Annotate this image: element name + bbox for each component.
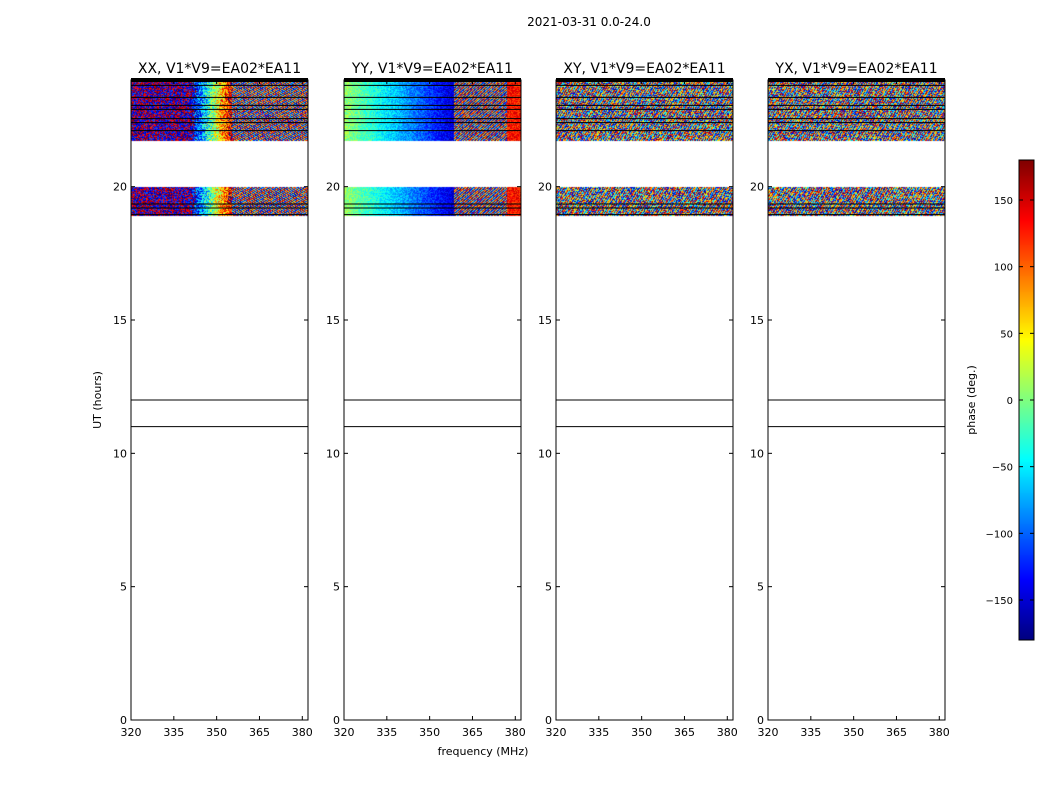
figure-title: 2021-03-31 0.0-24.0 <box>527 15 651 29</box>
x-tick-label: 380 <box>292 726 313 739</box>
colorbar-label: phase (deg.) <box>965 365 978 435</box>
y-tick-label: 5 <box>757 581 764 594</box>
colorbar-gradient <box>1019 160 1034 640</box>
panel-title: XY, V1*V9=EA02*EA11 <box>563 61 725 77</box>
axes-frame <box>555 79 734 721</box>
x-tick-label: 335 <box>588 726 609 739</box>
x-tick-label: 365 <box>674 726 695 739</box>
colorbar-tick-label: 150 <box>994 196 1013 207</box>
panel-title: YY, V1*V9=EA02*EA11 <box>351 61 513 77</box>
x-tick-label: 320 <box>334 726 355 739</box>
y-tick-label: 5 <box>333 581 340 594</box>
x-tick-label: 350 <box>206 726 227 739</box>
x-tick-label: 335 <box>800 726 821 739</box>
y-tick-label: 0 <box>333 714 340 727</box>
x-tick-label: 320 <box>121 726 142 739</box>
colorbar-tick-label: −100 <box>986 529 1013 540</box>
colorbar: 150 100 50 0 −50 −100 −150 phase (deg.) <box>965 159 1035 641</box>
y-tick-label: 15 <box>538 314 552 327</box>
x-tick-label: 350 <box>419 726 440 739</box>
panel-3: 320 335 350 365 380 0 5 10 15 20 XY, V1*V9=EA02*EA… <box>538 61 738 739</box>
y-tick-label: 20 <box>750 181 764 194</box>
panels-group: 320 335 350 365 380 0 5 10 15 20 XX, V1*V9=EA02*EA… <box>113 61 950 739</box>
y-tick-label: 15 <box>113 314 127 327</box>
y-axis-label: UT (hours) <box>91 371 104 429</box>
y-tick-label: 20 <box>538 181 552 194</box>
axes-frame <box>767 79 946 721</box>
colorbar-tick-label: 100 <box>994 263 1013 274</box>
colorbar-tick-label: 0 <box>1007 396 1013 407</box>
colorbar-tick-label: −150 <box>986 596 1013 607</box>
x-axis-label: frequency (MHz) <box>438 745 529 758</box>
y-tick-label: 15 <box>750 314 764 327</box>
y-tick-label: 0 <box>757 714 764 727</box>
panel-2: 320 335 350 365 380 0 5 10 15 20 YY, V1*V9=EA02*EA… <box>326 61 526 739</box>
y-tick-label: 10 <box>750 447 764 460</box>
x-tick-label: 380 <box>929 726 950 739</box>
x-tick-label: 380 <box>505 726 526 739</box>
x-tick-label: 350 <box>631 726 652 739</box>
y-tick-label: 10 <box>538 447 552 460</box>
x-tick-label: 320 <box>758 726 779 739</box>
y-tick-label: 10 <box>113 447 127 460</box>
panel-4: 320 335 350 365 380 0 5 10 15 20 YX, V1*V9=EA02*EA… <box>750 61 950 739</box>
axes-frame <box>343 79 522 721</box>
axes-frame <box>130 79 309 721</box>
x-tick-label: 350 <box>843 726 864 739</box>
y-tick-label: 10 <box>326 447 340 460</box>
y-tick-label: 5 <box>545 581 552 594</box>
x-tick-label: 365 <box>249 726 270 739</box>
panel-title: XX, V1*V9=EA02*EA11 <box>138 61 301 77</box>
panel-title: YX, V1*V9=EA02*EA11 <box>774 61 937 77</box>
y-tick-label: 15 <box>326 314 340 327</box>
x-tick-label: 335 <box>376 726 397 739</box>
y-tick-label: 0 <box>120 714 127 727</box>
x-tick-label: 365 <box>886 726 907 739</box>
colorbar-tick-label: 50 <box>1000 329 1013 340</box>
y-tick-label: 0 <box>545 714 552 727</box>
x-tick-label: 320 <box>546 726 567 739</box>
y-tick-label: 5 <box>120 581 127 594</box>
x-tick-label: 335 <box>163 726 184 739</box>
x-tick-label: 380 <box>717 726 738 739</box>
y-tick-label: 20 <box>326 181 340 194</box>
y-tick-label: 20 <box>113 181 127 194</box>
colorbar-tick-label: −50 <box>992 463 1013 474</box>
x-tick-label: 365 <box>462 726 483 739</box>
panel-1: 320 335 350 365 380 0 5 10 15 20 XX, V1*V9=EA02*EA… <box>113 61 313 739</box>
